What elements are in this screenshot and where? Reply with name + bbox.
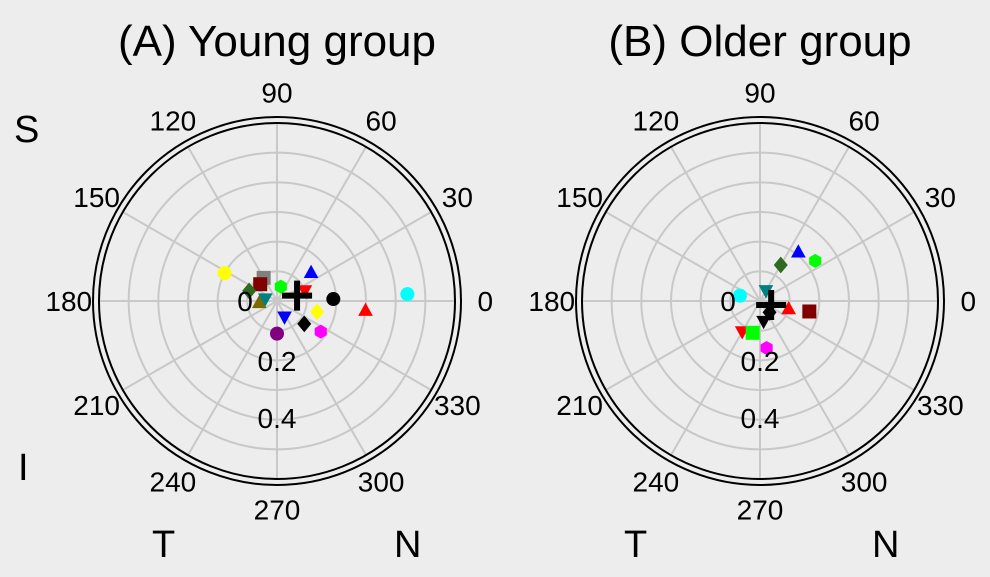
marker-triangle-down: [756, 315, 771, 330]
angle-tick-label: 120: [633, 106, 680, 137]
angle-tick-label: 210: [73, 390, 120, 421]
grid-spoke: [122, 300, 278, 391]
marker-triangle-up: [781, 300, 797, 315]
angle-tick-label: 330: [434, 390, 481, 421]
marker-diamond: [242, 282, 257, 300]
angle-tick-label: 90: [744, 78, 775, 109]
polar-grid: [575, 116, 945, 486]
grid-spoke: [276, 300, 367, 456]
marker-triangle-down: [257, 293, 273, 307]
nasal-label: N: [394, 524, 421, 566]
mean-cross-marker: [282, 280, 313, 311]
chart-title: (A) Young group: [118, 17, 436, 66]
data-points: [217, 264, 415, 341]
angle-tick-label: 240: [150, 466, 197, 497]
chart-title: (B) Older group: [608, 17, 911, 66]
angle-tick-label: 210: [556, 390, 603, 421]
marker-triangle-up: [791, 244, 806, 258]
panel-older-group: (B) Older group 0 30 60 90 120 150 180 210 240 27…: [528, 17, 976, 566]
marker-triangle-down: [297, 285, 313, 299]
marker-hexagon: [274, 279, 287, 294]
marker-circle: [217, 266, 232, 281]
grid-spoke: [759, 146, 850, 302]
mean-cross-marker: [756, 290, 787, 321]
marker-hexagon: [314, 324, 327, 339]
radial-tick-label: 0.2: [258, 346, 297, 377]
superior-label: S: [14, 109, 39, 151]
marker-triangle-up: [358, 302, 373, 316]
angle-tick-label: 300: [358, 466, 405, 497]
grid-spoke: [276, 300, 432, 391]
data-points: [732, 244, 822, 356]
temporal-label: T: [624, 524, 647, 566]
angle-tick-label: 180: [528, 286, 575, 317]
radial-tick-label: 0: [720, 286, 736, 317]
grid-spoke: [759, 211, 915, 302]
grid-spoke: [605, 300, 761, 391]
temporal-label: T: [152, 524, 175, 566]
marker-diamond: [297, 315, 312, 333]
marker-circle: [400, 287, 415, 302]
marker-hexagon: [760, 341, 773, 356]
marker-hexagon: [809, 253, 822, 268]
angle-tick-label: 30: [925, 182, 956, 213]
polar-grid: [92, 116, 462, 486]
marker-square: [745, 325, 760, 340]
angle-tick-label: 60: [849, 106, 880, 137]
angle-tick-label: 30: [442, 182, 473, 213]
angle-tick-label: 270: [254, 494, 301, 525]
marker-diamond: [310, 303, 325, 321]
angle-tick-label: 0: [477, 286, 493, 317]
angle-tick-label: 60: [366, 106, 397, 137]
angle-tick-label: 120: [150, 106, 197, 137]
angle-tick-label: 0: [960, 286, 976, 317]
radial-tick-label: 0.4: [258, 403, 297, 434]
marker-circle: [326, 292, 341, 307]
angle-tick-label: 180: [45, 286, 92, 317]
outer-circle: [581, 122, 939, 480]
inferior-label: I: [18, 447, 29, 489]
angle-tick-label: 330: [917, 390, 964, 421]
panel-young-group: (A) Young group 0 30 60 90 120 150 180 210 240 27…: [14, 17, 493, 566]
marker-triangle-down: [277, 311, 292, 325]
grid-spoke: [276, 146, 367, 302]
marker-triangle-up: [251, 294, 267, 309]
outer-circle: [98, 122, 456, 480]
radial-tick-label: 0: [237, 286, 253, 317]
outer-frame-circle: [575, 116, 945, 486]
radial-tick-label: 0.4: [741, 403, 780, 434]
grid-spoke: [759, 300, 850, 456]
angle-tick-label: 240: [633, 466, 680, 497]
marker-triangle-down: [758, 285, 774, 299]
angle-tick-label: 270: [737, 494, 784, 525]
grid-spoke: [759, 300, 915, 391]
grid-spoke: [605, 211, 761, 302]
marker-circle: [732, 288, 747, 303]
radial-tick-label: 0.2: [741, 346, 780, 377]
marker-square: [802, 304, 817, 319]
marker-circle: [270, 326, 284, 341]
angle-tick-label: 90: [261, 78, 292, 109]
grid-spoke: [187, 300, 278, 456]
marker-triangle-up: [303, 264, 319, 278]
nasal-label: N: [872, 524, 899, 566]
grid-spoke: [670, 146, 761, 302]
outer-frame-circle: [92, 116, 462, 486]
marker-square: [253, 277, 268, 292]
marker-diamond: [773, 256, 788, 274]
angle-tick-label: 150: [73, 182, 120, 213]
angle-tick-label: 300: [841, 466, 888, 497]
angle-tick-label: 150: [556, 182, 603, 213]
